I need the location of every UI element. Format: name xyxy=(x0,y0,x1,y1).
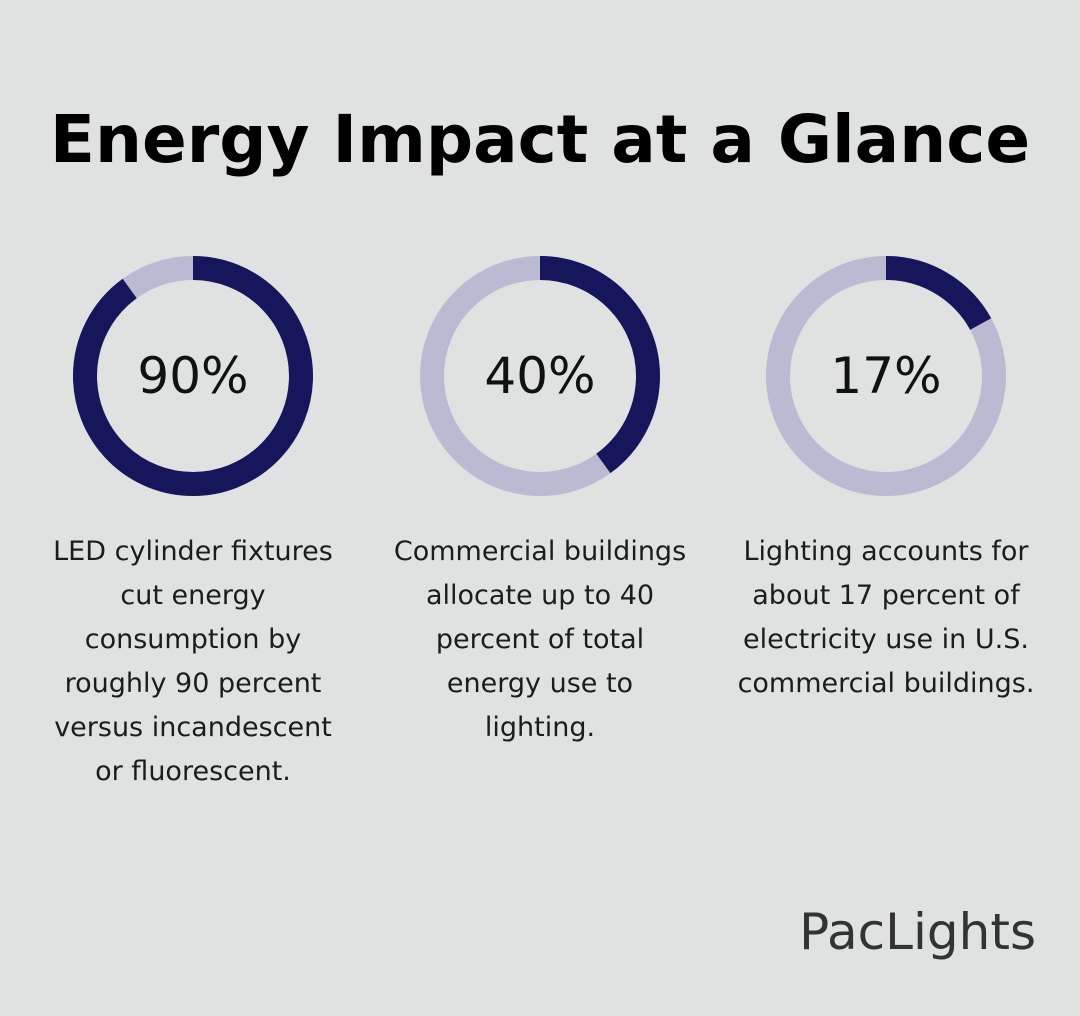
donut-svg-1 xyxy=(73,256,313,496)
donut-arc-2 xyxy=(420,256,660,496)
stat-caption-3: Lighting accounts for about 17 percent o… xyxy=(737,536,1035,699)
stat-card-lighting-share: 40% Commercial buildings allocate up to … xyxy=(380,256,700,750)
donut-arc-1 xyxy=(73,256,313,496)
donut-chart-1: 90% xyxy=(73,256,313,496)
donut-svg-3 xyxy=(766,256,1006,496)
stat-card-electricity-share: 17% Lighting accounts for about 17 perce… xyxy=(726,256,1046,706)
donut-value-2: 40% xyxy=(484,347,596,405)
donut-value-1: 90% xyxy=(137,347,249,405)
stat-caption-1: LED cylinder fixtures cut energy consump… xyxy=(53,536,333,787)
donut-value-3: 17% xyxy=(830,347,942,405)
stat-caption-2: Commercial buildings allocate up to 40 p… xyxy=(393,536,687,743)
donut-chart-2: 40% xyxy=(420,256,660,496)
donut-chart-3: 17% xyxy=(766,256,1006,496)
donut-svg-2 xyxy=(420,256,660,496)
page-title: Energy Impact at a Glance xyxy=(49,101,1031,178)
donut-arc-3 xyxy=(766,256,1006,496)
stat-card-led-savings: 90% LED cylinder fixtures cut energy con… xyxy=(33,256,353,794)
brand-logo: PacLights xyxy=(799,903,1036,961)
